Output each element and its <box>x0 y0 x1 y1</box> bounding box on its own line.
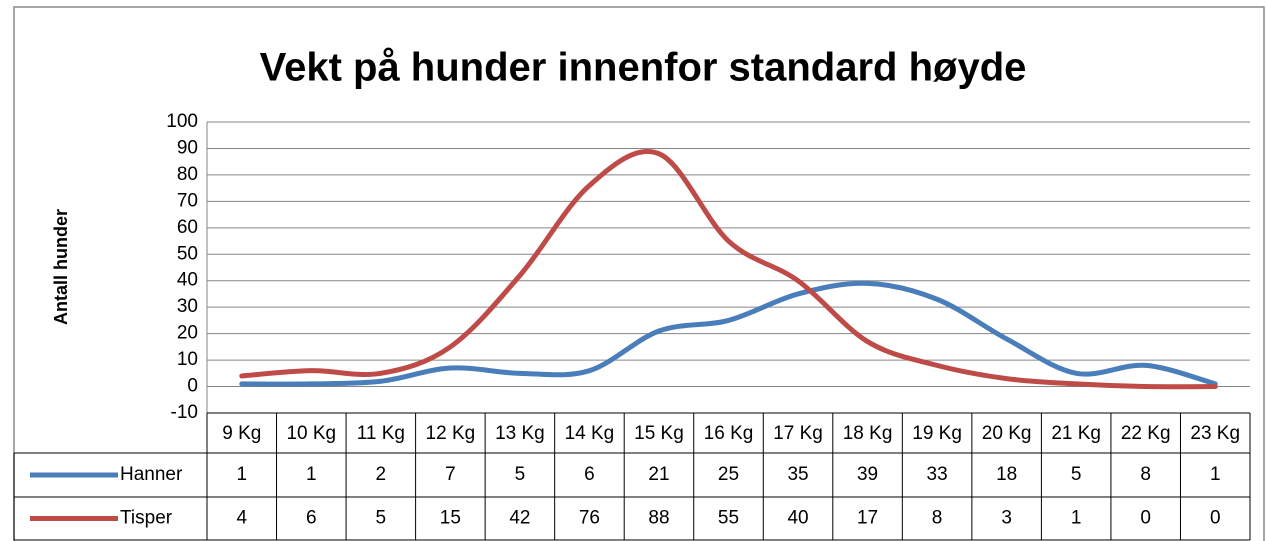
table-value: 39 <box>857 464 878 485</box>
table-value: 5 <box>376 508 387 529</box>
y-tick-label: 30 <box>177 296 198 317</box>
table-value: 6 <box>584 464 595 485</box>
chart-title: Vekt på hunder innenfor standard høyde <box>260 46 1027 90</box>
x-tick-label: 23 Kg <box>1190 423 1240 444</box>
y-tick-label: 80 <box>177 164 198 185</box>
x-tick-label: 19 Kg <box>912 423 962 444</box>
x-tick-label: 18 Kg <box>843 423 893 444</box>
x-tick-label: 21 Kg <box>1051 423 1101 444</box>
x-tick-label: 22 Kg <box>1121 423 1171 444</box>
table-value: 5 <box>1071 464 1082 485</box>
table-value: 33 <box>927 464 948 485</box>
y-tick-label: 90 <box>177 137 198 158</box>
table-value: 1 <box>1071 508 1082 529</box>
table-value: 21 <box>648 464 669 485</box>
table-value: 3 <box>1001 508 1012 529</box>
y-tick-label: 0 <box>187 376 198 397</box>
series-line <box>239 149 1218 390</box>
table-value: 4 <box>236 508 247 529</box>
table-value: 76 <box>579 508 600 529</box>
table-value: 25 <box>718 464 739 485</box>
table-value: 15 <box>440 508 461 529</box>
table-value: 18 <box>996 464 1017 485</box>
y-tick-label: 100 <box>166 111 198 132</box>
series-line <box>239 280 1218 387</box>
x-tick-label: 10 Kg <box>286 423 336 444</box>
y-tick-label: 70 <box>177 190 198 211</box>
x-tick-label: 9 Kg <box>222 423 261 444</box>
table-value: 6 <box>306 508 317 529</box>
table-value: 55 <box>718 508 739 529</box>
table-value: 17 <box>857 508 878 529</box>
table-value: 40 <box>787 508 808 529</box>
chart-border <box>13 6 1265 541</box>
table-value: 8 <box>932 508 943 529</box>
x-tick-label: 14 Kg <box>565 423 615 444</box>
y-tick-label: 50 <box>177 243 198 264</box>
x-tick-label: 17 Kg <box>773 423 823 444</box>
x-tick-label: 16 Kg <box>704 423 754 444</box>
table-value: 35 <box>787 464 808 485</box>
table-value: 1 <box>306 464 317 485</box>
table-value: 7 <box>445 464 456 485</box>
y-tick-label: 60 <box>177 217 198 238</box>
y-tick-label: -10 <box>171 402 198 423</box>
y-axis-label: Antall hunder <box>51 209 71 325</box>
table-value: 2 <box>376 464 387 485</box>
table-value: 8 <box>1140 464 1151 485</box>
y-tick-label: 40 <box>177 270 198 291</box>
x-tick-label: 13 Kg <box>495 423 545 444</box>
legend-label: Hanner <box>120 464 183 485</box>
x-tick-label: 20 Kg <box>982 423 1032 444</box>
y-tick-label: 10 <box>177 349 198 370</box>
table-value: 0 <box>1140 508 1151 529</box>
x-tick-label: 12 Kg <box>426 423 476 444</box>
table-value: 1 <box>1210 464 1221 485</box>
table-value: 5 <box>515 464 526 485</box>
legend-label: Tisper <box>120 508 173 529</box>
table-value: 88 <box>648 508 669 529</box>
y-tick-label: 20 <box>177 323 198 344</box>
table-value: 0 <box>1210 508 1221 529</box>
x-tick-label: 11 Kg <box>357 423 405 444</box>
table-value: 42 <box>509 508 530 529</box>
x-tick-label: 15 Kg <box>634 423 684 444</box>
table-value: 1 <box>236 464 247 485</box>
